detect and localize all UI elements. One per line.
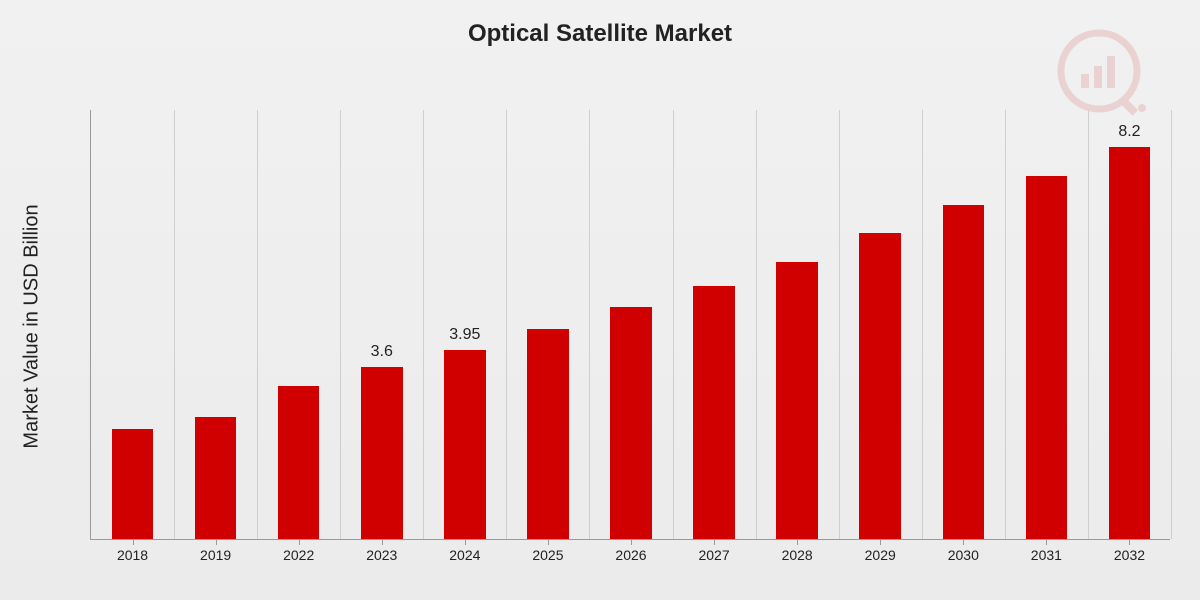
bar bbox=[1026, 176, 1068, 539]
ylabel-container: Market Value in USD Billion bbox=[12, 100, 52, 530]
grid-line bbox=[1171, 110, 1172, 539]
bar: 3.6 bbox=[361, 367, 403, 539]
grid-line bbox=[340, 110, 341, 539]
x-axis-label: 2024 bbox=[449, 547, 480, 563]
x-axis-label: 2022 bbox=[283, 547, 314, 563]
x-tick bbox=[714, 539, 715, 545]
bar-value-label: 3.6 bbox=[371, 343, 393, 361]
bar-value-label: 3.95 bbox=[449, 326, 480, 344]
bar bbox=[776, 262, 818, 539]
bar: 3.95 bbox=[444, 350, 486, 539]
bar bbox=[195, 417, 237, 539]
bar bbox=[693, 286, 735, 539]
x-tick bbox=[465, 539, 466, 545]
x-axis-label: 2032 bbox=[1114, 547, 1145, 563]
bar bbox=[943, 205, 985, 539]
x-axis-label: 2030 bbox=[948, 547, 979, 563]
grid-line bbox=[506, 110, 507, 539]
x-tick bbox=[216, 539, 217, 545]
x-axis-label: 2026 bbox=[615, 547, 646, 563]
plot-area: 2018201920223.620233.9520242025202620272… bbox=[90, 110, 1170, 540]
bar bbox=[610, 307, 652, 539]
grid-line bbox=[673, 110, 674, 539]
grid-line bbox=[423, 110, 424, 539]
grid-line bbox=[839, 110, 840, 539]
x-tick bbox=[797, 539, 798, 545]
x-tick bbox=[1046, 539, 1047, 545]
x-axis-label: 2023 bbox=[366, 547, 397, 563]
x-axis-label: 2029 bbox=[865, 547, 896, 563]
bar bbox=[859, 233, 901, 539]
x-tick bbox=[382, 539, 383, 545]
grid-line bbox=[922, 110, 923, 539]
bar bbox=[527, 329, 569, 539]
chart-title: Optical Satellite Market bbox=[0, 20, 1200, 48]
x-axis-label: 2031 bbox=[1031, 547, 1062, 563]
grid-line bbox=[257, 110, 258, 539]
x-tick bbox=[963, 539, 964, 545]
x-axis-label: 2028 bbox=[782, 547, 813, 563]
y-axis-label: Market Value in USD Billion bbox=[21, 177, 44, 477]
x-tick bbox=[133, 539, 134, 545]
x-axis-label: 2025 bbox=[532, 547, 563, 563]
bar bbox=[278, 386, 320, 539]
grid-line bbox=[1005, 110, 1006, 539]
grid-line bbox=[174, 110, 175, 539]
grid-line bbox=[589, 110, 590, 539]
x-tick bbox=[631, 539, 632, 545]
x-tick bbox=[880, 539, 881, 545]
bar bbox=[112, 429, 154, 539]
x-axis-label: 2027 bbox=[698, 547, 729, 563]
x-tick bbox=[1129, 539, 1130, 545]
grid-line bbox=[1088, 110, 1089, 539]
x-axis-label: 2018 bbox=[117, 547, 148, 563]
x-axis-label: 2019 bbox=[200, 547, 231, 563]
x-tick bbox=[548, 539, 549, 545]
x-tick bbox=[299, 539, 300, 545]
bar-value-label: 8.2 bbox=[1118, 123, 1140, 141]
grid-line bbox=[756, 110, 757, 539]
bar: 8.2 bbox=[1109, 147, 1151, 539]
